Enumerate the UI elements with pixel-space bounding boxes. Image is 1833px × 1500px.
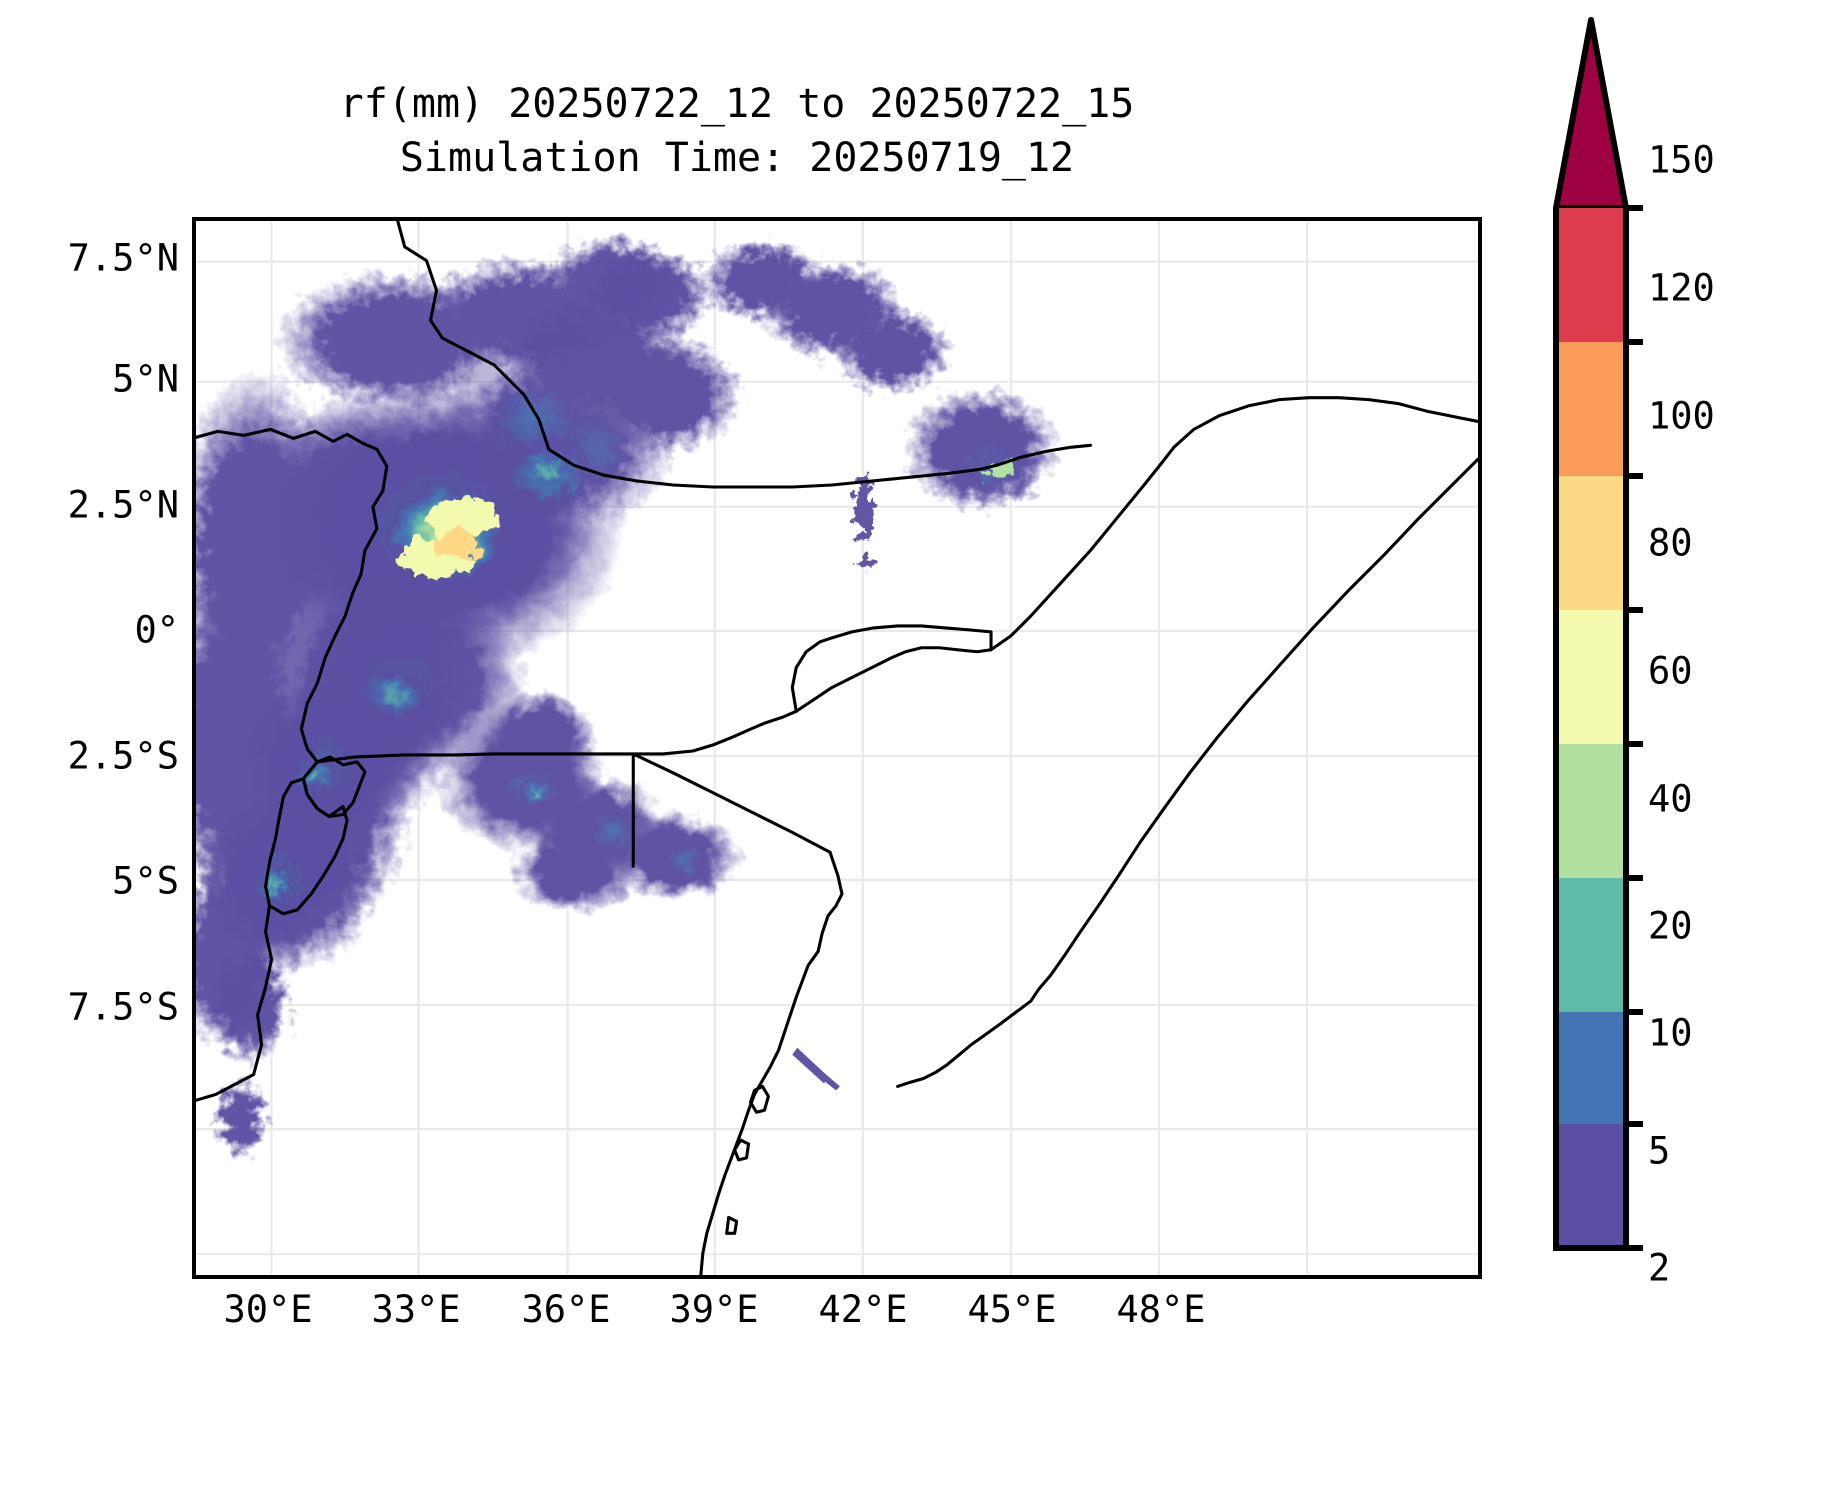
xtick-label-33E: 33°E bbox=[371, 1288, 461, 1331]
colorbar[interactable]: 150 120 100 80 60 40 20 10 5 2 bbox=[1553, 17, 1715, 1290]
ytick-label-5S: 5°S bbox=[112, 859, 179, 903]
ytick-label-7_5N: 7.5°N bbox=[67, 236, 179, 280]
map-canvas bbox=[196, 221, 1478, 1275]
colorbar-extend-arrow bbox=[1553, 17, 1629, 211]
precipitation-field bbox=[196, 235, 1059, 1159]
ytick-label-2_5S: 2.5°S bbox=[67, 734, 179, 778]
colorbar-label-100: 100 bbox=[1648, 394, 1715, 438]
colorbar-label-10: 10 bbox=[1648, 1011, 1693, 1055]
colorbar-outline bbox=[1553, 208, 1629, 1251]
offshore-cell bbox=[792, 1047, 840, 1091]
xtick-label-39E: 39°E bbox=[669, 1288, 759, 1331]
title-line-primary: rf(mm) 20250722_12 to 20250722_15 bbox=[339, 81, 1135, 127]
xtick-label-30E: 30°E bbox=[223, 1288, 313, 1331]
map-borders bbox=[196, 221, 1478, 1275]
figure-title: rf(mm) 20250722_12 to 20250722_15 Simula… bbox=[192, 78, 1282, 185]
colorbar-label-40: 40 bbox=[1648, 777, 1693, 821]
title-line-simulation-time: Simulation Time: 20250719_12 bbox=[399, 134, 1075, 181]
colorbar-label-80: 80 bbox=[1648, 521, 1693, 565]
colorbar-label-2: 2 bbox=[1648, 1246, 1671, 1290]
colorbar-label-5: 5 bbox=[1648, 1129, 1671, 1173]
colorbar-label-60: 60 bbox=[1648, 649, 1693, 693]
xtick-label-45E: 45°E bbox=[967, 1288, 1057, 1331]
colorbar-label-150: 150 bbox=[1648, 138, 1715, 182]
ytick-label-2_5N: 2.5°N bbox=[67, 483, 179, 527]
map-clip bbox=[196, 221, 1478, 1275]
ytick-label-7_5S: 7.5°S bbox=[67, 985, 179, 1029]
colorbar-label-120: 120 bbox=[1648, 266, 1715, 310]
ytick-label-0: 0° bbox=[134, 608, 179, 652]
xtick-label-36E: 36°E bbox=[521, 1288, 611, 1331]
xtick-label-48E: 48°E bbox=[1116, 1288, 1206, 1331]
colorbar-label-20: 20 bbox=[1648, 904, 1693, 948]
xtick-label-42E: 42°E bbox=[818, 1288, 908, 1331]
colorbar-canvas bbox=[1553, 17, 1643, 1251]
colorbar-ticks bbox=[1626, 205, 1643, 1251]
precipitation-map[interactable] bbox=[192, 217, 1482, 1279]
ytick-label-5N: 5°N bbox=[112, 357, 179, 401]
colorbar-bands bbox=[1556, 208, 1626, 1248]
